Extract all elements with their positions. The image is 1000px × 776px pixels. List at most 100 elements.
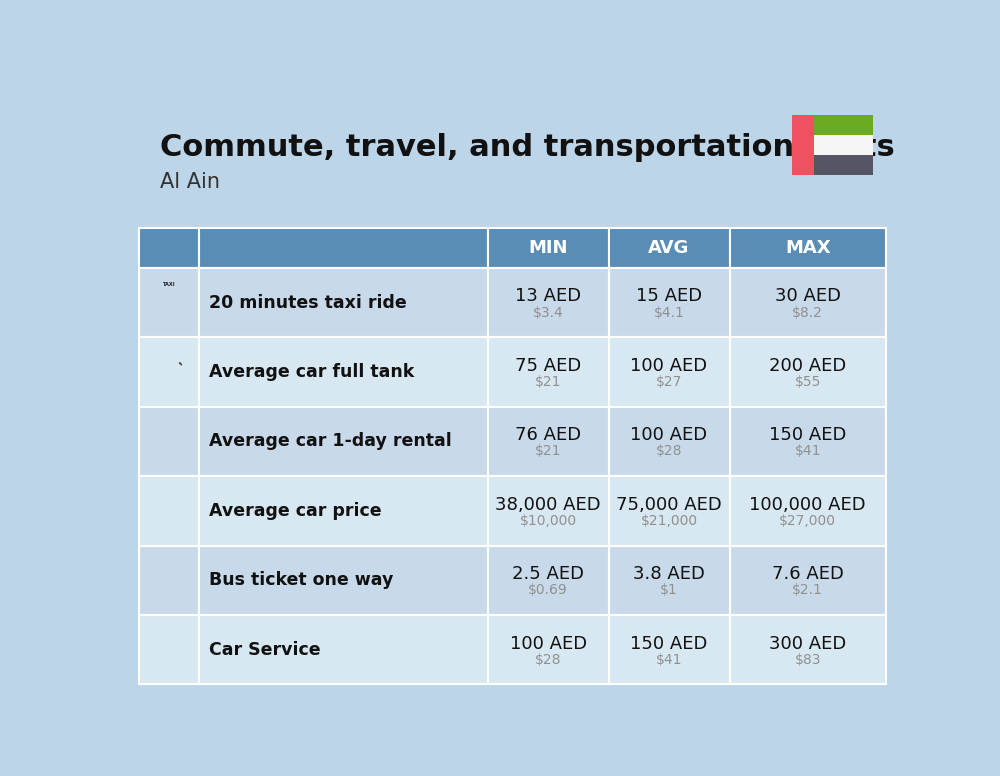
Bar (164, 428, 175, 431)
Text: $27,000: $27,000 (779, 514, 836, 528)
Circle shape (154, 446, 164, 456)
Circle shape (177, 661, 181, 665)
Bar (814, 115, 873, 135)
Circle shape (172, 304, 174, 307)
Text: AVG: AVG (648, 239, 690, 257)
Text: 2.5 AED: 2.5 AED (512, 565, 584, 584)
FancyBboxPatch shape (151, 435, 187, 453)
Circle shape (169, 304, 172, 307)
Text: 100 AED: 100 AED (630, 426, 708, 445)
FancyBboxPatch shape (178, 580, 186, 586)
Text: 100,000 AED: 100,000 AED (749, 496, 866, 514)
Bar (199, 268, 488, 338)
FancyBboxPatch shape (158, 355, 179, 386)
FancyBboxPatch shape (148, 499, 190, 524)
Text: Average car full tank: Average car full tank (209, 363, 415, 381)
Bar (488, 407, 609, 476)
Bar (139, 228, 199, 268)
Bar (609, 476, 730, 546)
Bar (488, 268, 609, 338)
FancyBboxPatch shape (160, 511, 177, 518)
Text: $55: $55 (795, 375, 821, 389)
FancyBboxPatch shape (155, 492, 182, 507)
FancyBboxPatch shape (160, 286, 177, 295)
Text: 100 AED: 100 AED (630, 357, 708, 375)
Circle shape (154, 310, 159, 315)
Circle shape (157, 661, 160, 665)
FancyBboxPatch shape (161, 566, 168, 576)
FancyBboxPatch shape (158, 384, 180, 389)
Bar (170, 431, 172, 433)
Bar (730, 338, 886, 407)
Text: $2.1: $2.1 (792, 584, 823, 598)
Text: 30 AED: 30 AED (775, 287, 841, 306)
Bar (609, 228, 730, 268)
Circle shape (175, 591, 185, 601)
Circle shape (178, 594, 182, 598)
Text: 75 AED: 75 AED (515, 357, 581, 375)
Circle shape (177, 449, 181, 453)
FancyBboxPatch shape (159, 494, 178, 504)
FancyBboxPatch shape (157, 283, 180, 296)
Bar (488, 546, 609, 615)
Bar (814, 154, 873, 175)
Bar (609, 615, 730, 684)
FancyBboxPatch shape (151, 649, 187, 665)
Bar (199, 338, 488, 407)
Text: $28: $28 (535, 653, 561, 667)
Text: Average car price: Average car price (209, 502, 382, 520)
Text: $8.2: $8.2 (792, 306, 823, 320)
Bar (730, 546, 886, 615)
Circle shape (178, 310, 184, 315)
Text: 38,000 AED: 38,000 AED (495, 496, 601, 514)
FancyBboxPatch shape (153, 566, 160, 576)
Bar (199, 476, 488, 546)
Bar (199, 407, 488, 476)
Text: $21: $21 (535, 445, 561, 459)
Bar (730, 228, 886, 268)
Circle shape (157, 449, 161, 453)
Bar (199, 228, 488, 268)
Bar (139, 615, 199, 684)
Text: 15 AED: 15 AED (636, 287, 702, 306)
Text: MIN: MIN (528, 239, 568, 257)
Bar (609, 338, 730, 407)
Bar (159, 637, 179, 640)
FancyBboxPatch shape (150, 504, 158, 510)
Bar (609, 546, 730, 615)
Text: $1: $1 (660, 584, 678, 598)
Text: 20 minutes taxi ride: 20 minutes taxi ride (209, 293, 407, 312)
Text: Average car 1-day rental: Average car 1-day rental (209, 432, 452, 451)
Bar (730, 268, 886, 338)
Circle shape (155, 635, 163, 643)
Circle shape (153, 591, 163, 601)
Text: $10,000: $10,000 (520, 514, 577, 528)
Bar (609, 407, 730, 476)
Circle shape (156, 424, 165, 434)
Circle shape (166, 304, 168, 307)
Circle shape (179, 518, 185, 524)
Text: 13 AED: 13 AED (515, 287, 581, 306)
Text: $3.4: $3.4 (533, 306, 564, 320)
Text: 100 AED: 100 AED (510, 635, 587, 653)
Bar (488, 228, 609, 268)
FancyBboxPatch shape (162, 359, 175, 369)
FancyBboxPatch shape (180, 362, 186, 371)
Circle shape (177, 637, 181, 640)
Text: $21,000: $21,000 (640, 514, 698, 528)
Circle shape (155, 594, 160, 598)
FancyBboxPatch shape (177, 566, 185, 576)
Text: 200 AED: 200 AED (769, 357, 846, 375)
Circle shape (175, 635, 183, 643)
Text: 76 AED: 76 AED (515, 426, 581, 445)
Wedge shape (167, 363, 171, 365)
Text: Commute, travel, and transportation costs: Commute, travel, and transportation cost… (160, 133, 895, 162)
Text: MAX: MAX (785, 239, 831, 257)
Circle shape (155, 659, 163, 667)
Bar (139, 268, 199, 338)
Text: $0.69: $0.69 (528, 584, 568, 598)
Circle shape (153, 518, 158, 524)
Bar (139, 407, 199, 476)
Bar (730, 476, 886, 546)
Text: 75,000 AED: 75,000 AED (616, 496, 722, 514)
